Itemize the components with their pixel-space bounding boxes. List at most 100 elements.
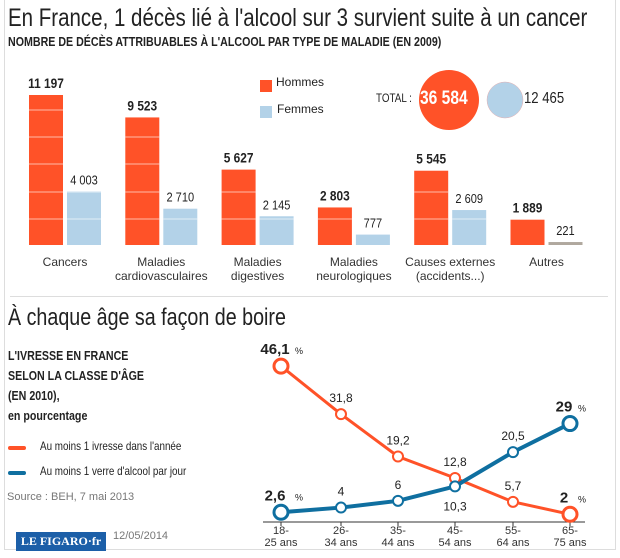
bar-value-label: 11 197 bbox=[28, 75, 64, 91]
data-label: 20,5 bbox=[501, 429, 525, 443]
x-tick-label: 18- bbox=[273, 525, 289, 537]
bar-value-label: 5 627 bbox=[224, 150, 254, 166]
data-label: 2 bbox=[560, 489, 568, 506]
data-point bbox=[561, 415, 579, 433]
title-line: (EN 2010), bbox=[8, 388, 60, 403]
x-tick-label: 65- bbox=[562, 525, 578, 537]
bar-hommes bbox=[414, 170, 449, 245]
total-hommes: 36 584 bbox=[420, 88, 468, 109]
data-point bbox=[335, 501, 347, 514]
bar-value-label: 2 710 bbox=[166, 190, 194, 205]
bar-chart-title: NOMBRE DE DÉCÈS ATTRIBUABLES À L'ALCOOL … bbox=[8, 34, 442, 49]
x-tick-label: 35- bbox=[390, 525, 406, 537]
bar-femmes bbox=[452, 210, 487, 245]
bar-value-label: 1 889 bbox=[513, 200, 543, 216]
page-title: En France, 1 décès lié à l'alcool sur 3 … bbox=[8, 4, 588, 32]
category-label: Maladies bbox=[330, 255, 378, 269]
bar-value-label: 221 bbox=[556, 223, 575, 238]
section-heading: À chaque âge sa façon de boire bbox=[8, 304, 286, 331]
bar-femmes bbox=[355, 234, 390, 245]
category-label: cardiovasculaires bbox=[115, 269, 208, 283]
data-label: 4 bbox=[338, 485, 345, 499]
bar-femmes bbox=[259, 216, 294, 245]
line-chart-title: L'IVRESSE EN FRANCE SELON LA CLASSE D'ÂG… bbox=[8, 346, 144, 426]
category-label: Maladies bbox=[234, 255, 282, 269]
total-label: TOTAL : bbox=[376, 91, 412, 105]
bar-hommes bbox=[125, 117, 160, 245]
category-label: Causes externes bbox=[405, 255, 495, 269]
divider bbox=[10, 296, 608, 297]
bar-value-label: 5 545 bbox=[416, 151, 446, 167]
data-point bbox=[392, 494, 404, 507]
total-hommes-circle bbox=[419, 70, 479, 130]
bar-femmes bbox=[548, 242, 583, 245]
category-label: digestives bbox=[231, 269, 284, 283]
data-label: 5,7 bbox=[505, 479, 522, 493]
bar-hommes bbox=[29, 95, 63, 245]
title-line: SELON LA CLASSE D'ÂGE bbox=[8, 368, 145, 383]
unit-label: % bbox=[295, 492, 303, 502]
bar-value-label: 9 523 bbox=[127, 97, 157, 113]
x-tick-label: 44 ans bbox=[381, 537, 415, 549]
category-label: Maladies bbox=[137, 255, 185, 269]
data-label: 19,2 bbox=[386, 433, 410, 447]
figaro-logo: LE FIGARO·fr bbox=[16, 532, 106, 551]
data-point bbox=[507, 446, 519, 459]
x-tick-label: 75 ans bbox=[553, 537, 587, 549]
bar-femmes bbox=[163, 208, 198, 245]
series-line bbox=[280, 364, 571, 516]
frame bbox=[4, 0, 616, 550]
x-tick-label: 54 ans bbox=[438, 537, 472, 549]
data-point bbox=[561, 505, 579, 523]
bar-value-label: 2 609 bbox=[455, 191, 483, 206]
series-line bbox=[280, 421, 571, 515]
total-femmes-circle bbox=[486, 81, 524, 119]
source: Source : BEH, 7 mai 2013 bbox=[7, 491, 135, 503]
data-label: 2,6 bbox=[265, 487, 286, 504]
bar-hommes bbox=[221, 169, 256, 245]
legend-femmes-swatch bbox=[260, 106, 272, 118]
data-label: 29 bbox=[556, 399, 573, 416]
bar-hommes bbox=[317, 207, 352, 245]
data-label: 6 bbox=[395, 478, 402, 492]
legend-verre: Au moins 1 verre d'alcool par jour bbox=[40, 464, 187, 478]
category-label: Autres bbox=[529, 255, 564, 269]
data-point bbox=[449, 480, 461, 493]
data-label: 31,8 bbox=[329, 391, 353, 405]
data-point bbox=[392, 450, 404, 463]
unit-label: % bbox=[578, 494, 586, 504]
x-tick-label: 26- bbox=[333, 525, 349, 537]
title-line: L'IVRESSE EN FRANCE bbox=[8, 348, 129, 363]
x-tick-label: 34 ans bbox=[324, 537, 358, 549]
legend-ivresse: Au moins 1 ivresse dans l'année bbox=[40, 439, 182, 453]
unit-label: % bbox=[578, 404, 586, 414]
total-femmes: 12 465 bbox=[524, 90, 565, 107]
title-line: en pourcentage bbox=[8, 408, 88, 423]
data-label: 10,3 bbox=[443, 499, 467, 513]
data-point bbox=[507, 495, 519, 508]
category-label: Cancers bbox=[43, 255, 88, 269]
category-label: (accidents...) bbox=[416, 269, 485, 283]
data-point bbox=[272, 357, 290, 375]
data-point bbox=[272, 503, 290, 521]
unit-label: % bbox=[295, 346, 303, 356]
data-label: 12,8 bbox=[443, 455, 467, 469]
legend-hommes: Hommes bbox=[276, 75, 325, 89]
x-tick-label: 25 ans bbox=[264, 537, 298, 549]
x-tick-label: 64 ans bbox=[496, 537, 530, 549]
x-tick-label: 55- bbox=[505, 525, 521, 537]
date: 12/05/2014 bbox=[113, 530, 169, 542]
data-label: 46,1 bbox=[260, 341, 289, 358]
bar-value-label: 2 803 bbox=[320, 188, 350, 204]
legend-orange-swatch bbox=[8, 446, 26, 450]
legend-femmes: Femmes bbox=[277, 102, 324, 116]
legend-hommes-swatch bbox=[260, 80, 272, 92]
bar-hommes bbox=[510, 219, 545, 245]
x-tick-label: 45- bbox=[447, 525, 463, 537]
bar-value-label: 4 003 bbox=[70, 173, 98, 188]
legend-blue-swatch bbox=[8, 471, 26, 475]
bar-value-label: 777 bbox=[364, 216, 383, 231]
